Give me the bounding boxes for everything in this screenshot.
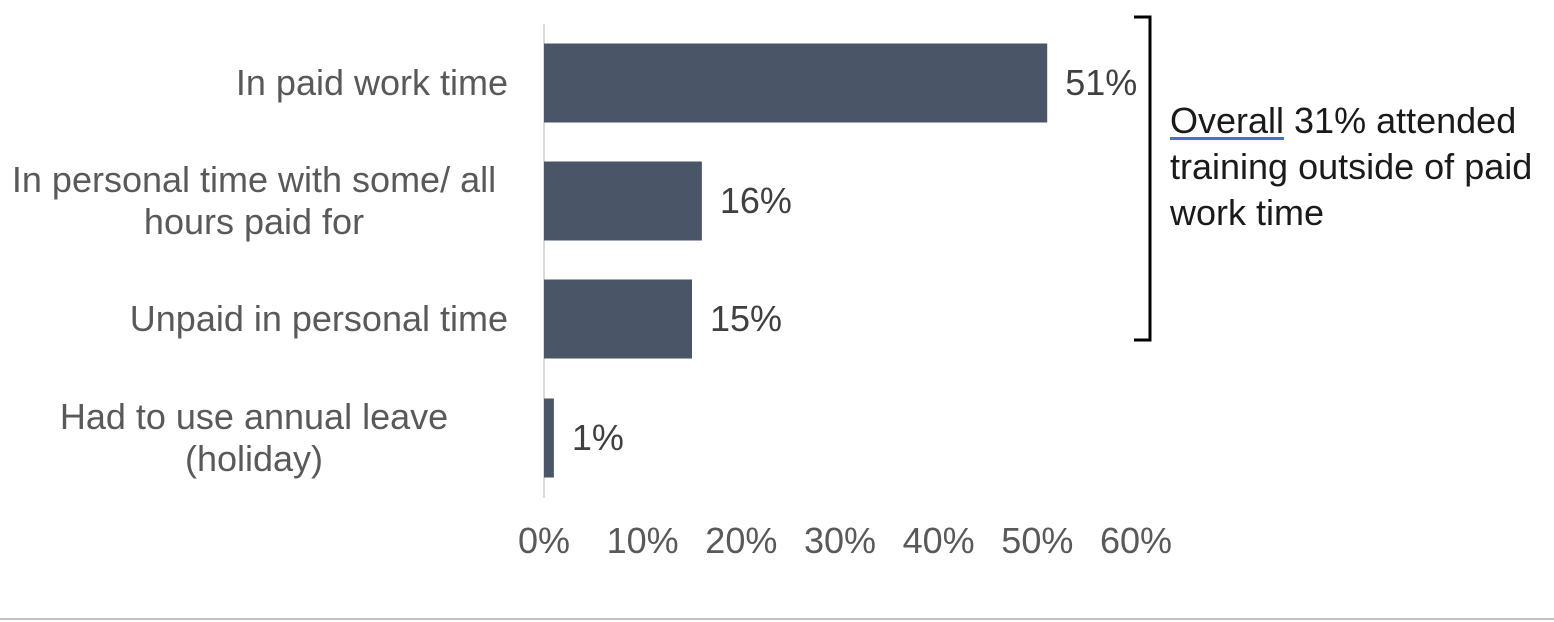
bar <box>544 43 1048 123</box>
category-label-line: (holiday) <box>185 438 323 479</box>
category-label-line: hours paid for <box>144 201 364 242</box>
bar <box>544 279 692 359</box>
bar-value-label: 15% <box>710 298 782 339</box>
x-tick-label: 50% <box>1001 520 1073 561</box>
overall-annotation: Overall 31% attended training outside of… <box>1170 98 1554 236</box>
x-axis-tick-labels: 0% 10% 20% 30% 40% 50% 60% <box>518 520 1172 561</box>
bar <box>544 161 702 241</box>
bar-value-label: 51% <box>1065 62 1137 103</box>
value-labels: 51% 16% 15% 1% <box>572 62 1137 458</box>
category-label: Unpaid in personal time <box>130 298 508 339</box>
x-tick-label: 0% <box>518 520 570 561</box>
x-tick-label: 30% <box>804 520 876 561</box>
bar <box>544 398 554 478</box>
x-tick-label: 40% <box>903 520 975 561</box>
category-label-line: In personal time with some/ all <box>12 159 496 200</box>
category-label: In paid work time <box>236 62 508 103</box>
bottom-divider <box>0 618 1554 620</box>
annotation-underlined-word: Overall <box>1170 100 1285 141</box>
annotation-text: 31% attended training outside of paid wo… <box>1170 100 1533 233</box>
x-tick-label: 60% <box>1100 520 1172 561</box>
x-tick-label: 10% <box>607 520 679 561</box>
x-tick-label: 20% <box>705 520 777 561</box>
bar-value-label: 16% <box>720 180 792 221</box>
category-label-line: Had to use annual leave <box>60 396 448 437</box>
category-label: Had to use annual leave (holiday) <box>60 396 448 479</box>
overall-bracket <box>1134 15 1152 342</box>
bars-group <box>544 43 1048 478</box>
category-label: In personal time with some/ all hours pai… <box>12 159 496 242</box>
bar-value-label: 1% <box>572 417 624 458</box>
category-label-line: Unpaid in personal time <box>130 298 508 339</box>
category-labels: In paid work time In personal time with s… <box>12 62 508 479</box>
category-label-line: In paid work time <box>236 62 508 103</box>
